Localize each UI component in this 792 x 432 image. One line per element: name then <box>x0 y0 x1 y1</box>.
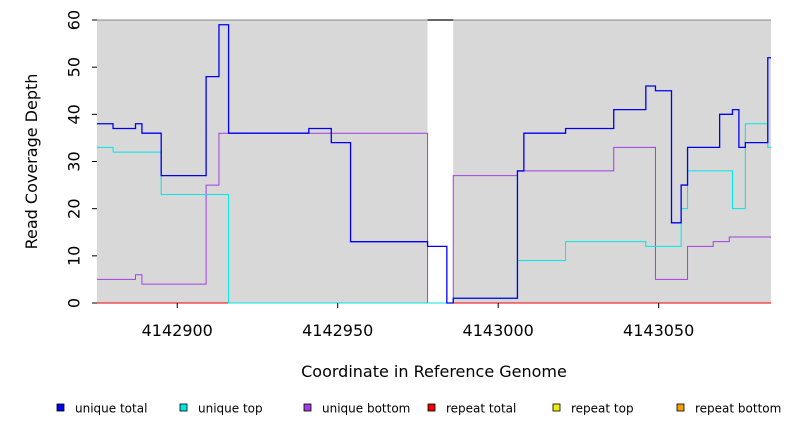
x-tick-label: 4143050 <box>623 321 694 340</box>
y-tick-label: 30 <box>65 151 84 171</box>
series-line-unique-top <box>97 123 771 304</box>
legend: unique total unique top unique bottom repea… <box>56 402 781 416</box>
x-tick-label: 4142900 <box>142 321 213 340</box>
y-tick-label: 40 <box>65 104 84 124</box>
x-tick-label: 4143000 <box>463 321 534 340</box>
series-line-unique-total <box>97 24 771 304</box>
series-line-unique-bottom <box>97 132 771 304</box>
legend-label: unique bottom <box>322 402 410 416</box>
legend-swatch <box>179 403 188 412</box>
legend-swatch <box>303 403 312 412</box>
plot-background <box>97 20 771 303</box>
series-layer <box>97 24 771 304</box>
y-tick-label: 50 <box>65 57 84 77</box>
y-tick-label: 0 <box>65 298 84 308</box>
axes-layer: 0 10 20 30 40 50 60 4142900 4142950 4143000 414305… <box>65 10 771 340</box>
plot-bg-right <box>453 20 771 303</box>
plot-bg-left <box>97 20 428 303</box>
x-tick-label: 4142950 <box>302 321 373 340</box>
legend-label: unique total <box>75 402 147 416</box>
x-axis-label: Coordinate in Reference Genome <box>301 362 567 381</box>
y-tick-label: 60 <box>65 10 84 30</box>
legend-label: unique top <box>198 402 263 416</box>
y-axis-label: Read Coverage Depth <box>22 74 41 250</box>
legend-swatch <box>56 403 65 412</box>
y-tick-label: 10 <box>65 246 84 266</box>
legend-swatch <box>676 403 685 412</box>
y-tick-label: 20 <box>65 198 84 218</box>
legend-label: repeat bottom <box>695 402 781 416</box>
legend-swatch <box>552 403 561 412</box>
legend-swatch <box>427 403 436 412</box>
legend-label: repeat top <box>571 402 634 416</box>
legend-label: repeat total <box>446 402 516 416</box>
